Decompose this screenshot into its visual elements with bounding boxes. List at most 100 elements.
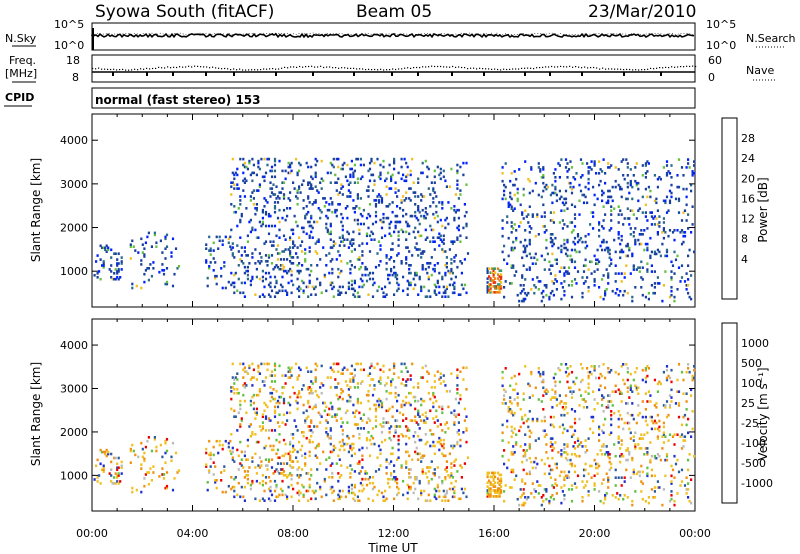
power-echo-cell bbox=[421, 267, 424, 271]
power-echo-cell bbox=[405, 197, 408, 200]
power-echo-cell bbox=[249, 218, 252, 222]
velocity-echo-cell bbox=[379, 382, 382, 385]
velocity-echo-cell bbox=[141, 447, 144, 451]
power-echo-cell bbox=[385, 254, 388, 257]
power-echo-cell bbox=[531, 278, 534, 281]
velocity-echo-cell bbox=[450, 481, 453, 485]
nave-dot bbox=[254, 69, 256, 71]
power-echo-cell bbox=[610, 195, 613, 199]
power-echo-cell bbox=[670, 183, 673, 187]
velocity-echo-cell bbox=[423, 419, 426, 422]
power-echo-cell bbox=[298, 185, 301, 188]
velocity-echo-cell bbox=[444, 476, 447, 479]
velocity-echo-cell bbox=[385, 497, 388, 501]
power-echo-cell bbox=[641, 278, 644, 281]
power-echo-cell bbox=[592, 215, 595, 218]
power-echo-cell bbox=[267, 271, 271, 275]
velocity-echo-cell bbox=[258, 372, 261, 375]
power-echo-cell bbox=[638, 270, 641, 273]
velocity-echo-cell bbox=[435, 497, 438, 501]
power-echo-cell bbox=[325, 226, 328, 230]
velocity-echo-cell bbox=[243, 382, 246, 385]
power-echo-cell bbox=[540, 254, 543, 258]
velocity-echo-cell bbox=[371, 427, 375, 430]
power-echo-cell bbox=[338, 244, 341, 247]
nave-dot bbox=[644, 69, 646, 71]
power-echo-cell bbox=[445, 216, 448, 220]
velocity-echo-cell bbox=[519, 496, 522, 499]
power-echo-cell bbox=[221, 239, 224, 243]
power-echo-cell bbox=[593, 254, 596, 258]
velocity-echo-cell bbox=[387, 409, 390, 413]
power-echo-cell bbox=[373, 183, 376, 186]
power-echo-cell bbox=[99, 277, 102, 281]
power-echo-cell bbox=[680, 219, 684, 222]
velocity-echo-cell bbox=[409, 485, 412, 489]
velocity-echo-cell bbox=[286, 497, 289, 501]
power-echo-cell bbox=[107, 248, 110, 252]
velocity-echo-cell bbox=[432, 417, 435, 420]
power-echo-cell bbox=[243, 295, 246, 298]
power-echo-cell bbox=[444, 273, 447, 277]
velocity-echo-cell bbox=[239, 440, 242, 444]
nave-dot bbox=[95, 68, 97, 70]
velocity-echo-cell bbox=[230, 386, 233, 389]
power-echo-cell bbox=[667, 209, 670, 212]
power-echo-cell bbox=[143, 253, 146, 256]
velocity-echo-cell bbox=[488, 493, 491, 496]
velocity-echo-cell bbox=[644, 447, 647, 450]
velocity-echo-cell bbox=[536, 462, 539, 466]
power-echo-cell bbox=[325, 289, 328, 293]
velocity-echo-cell bbox=[242, 495, 245, 499]
power-echo-cell bbox=[319, 181, 322, 184]
nave-dot bbox=[281, 67, 283, 69]
power-echo-cell bbox=[671, 264, 675, 267]
velocity-echo-cell bbox=[314, 405, 317, 409]
velocity-echo-cell bbox=[276, 405, 280, 409]
velocity-echo-cell bbox=[598, 365, 601, 368]
velocity-echo-cell bbox=[298, 440, 301, 444]
power-echo-cell bbox=[229, 245, 232, 248]
velocity-echo-cell bbox=[298, 476, 301, 479]
power-echo-cell bbox=[387, 277, 390, 281]
velocity-echo-cell bbox=[629, 384, 632, 388]
power-echo-cell bbox=[205, 261, 208, 264]
velocity-echo-cell bbox=[236, 493, 239, 497]
power-echo-cell bbox=[649, 189, 652, 193]
velocity-echo-cell bbox=[617, 417, 620, 421]
power-echo-cell bbox=[353, 163, 356, 167]
power-echo-cell bbox=[111, 277, 114, 281]
power-echo-cell bbox=[519, 203, 522, 207]
power-echo-cell bbox=[296, 197, 299, 200]
velocity-echo-cell bbox=[298, 391, 301, 395]
power-echo-cell bbox=[209, 261, 212, 264]
velocity-echo-cell bbox=[308, 438, 311, 442]
power-echo-cell bbox=[649, 256, 652, 260]
velocity-echo-cell bbox=[264, 403, 268, 407]
power-echo-cell bbox=[394, 275, 397, 279]
power-echo-cell bbox=[521, 211, 524, 214]
nave-dot bbox=[311, 65, 313, 67]
power-echo-cell bbox=[292, 262, 295, 265]
power-echo-cell bbox=[598, 229, 601, 232]
velocity-echo-cell bbox=[380, 431, 384, 434]
velocity-echo-cell bbox=[143, 477, 146, 480]
power-echo-cell bbox=[308, 236, 311, 239]
power-echo-cell bbox=[531, 189, 534, 193]
power-echo-cell bbox=[564, 158, 568, 161]
power-echo-cell bbox=[456, 236, 459, 239]
power-echo-cell bbox=[344, 207, 347, 210]
power-echo-cell bbox=[368, 277, 372, 281]
power-echo-cell bbox=[388, 226, 391, 230]
power-echo-cell bbox=[353, 248, 356, 251]
velocity-echo-cell bbox=[387, 421, 390, 424]
velocity-echo-cell bbox=[349, 472, 352, 475]
power-echo-cell bbox=[367, 169, 370, 173]
velocity-echo-cell bbox=[625, 402, 628, 405]
velocity-echo-cell bbox=[650, 454, 653, 458]
velocity-echo-cell bbox=[674, 402, 678, 405]
velocity-echo-cell bbox=[543, 435, 546, 438]
velocity-echo-cell bbox=[607, 480, 610, 483]
power-echo-cell bbox=[117, 252, 120, 255]
velocity-echo-cell bbox=[418, 479, 421, 483]
